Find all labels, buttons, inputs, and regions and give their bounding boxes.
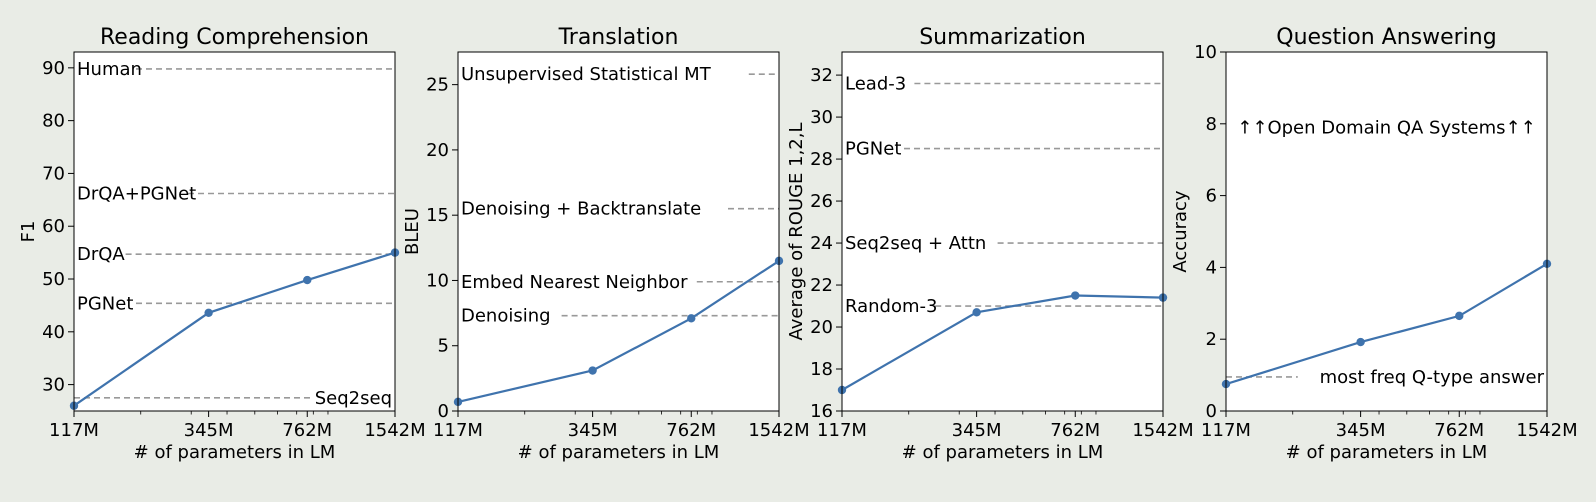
series-line [457, 259, 780, 403]
series-line [841, 294, 1164, 391]
y-tick-label: 6 [1206, 186, 1217, 207]
y-tick-label: 25 [426, 75, 449, 96]
plot-area [842, 52, 1163, 411]
y-tick-label: 10 [1194, 42, 1217, 63]
y-tick-label: 80 [42, 111, 65, 132]
x-tick-label: 117M [433, 420, 483, 441]
y-axis-label: Average of ROUGE 1,2,L [786, 123, 807, 341]
y-axis-label: Accuracy [1170, 190, 1191, 273]
x-tick-label: 117M [49, 420, 99, 441]
data-point [972, 308, 981, 317]
y-tick-label: 0 [1206, 401, 1217, 422]
x-tick-label: 1542M [1516, 420, 1577, 441]
x-tick-label: 117M [817, 420, 867, 441]
plot-frame [457, 51, 780, 412]
y-tick-label: 70 [42, 163, 65, 184]
baseline-label: DrQA+PGNet [77, 183, 196, 204]
chart-title: Reading Comprehension [100, 25, 369, 50]
series-line [1225, 262, 1548, 386]
data-point [588, 366, 597, 375]
chart-panel-4: most freq Q-type answer ↑↑Open Domain QA … [1170, 25, 1578, 463]
y-tick-label: 26 [810, 191, 833, 212]
chart-panel-3: Lead-3 PGNet Seq2seq + Attn Random-3 117M 345… [786, 25, 1194, 463]
plot-area [458, 52, 779, 411]
y-tick-label: 10 [426, 270, 449, 291]
y-tick-label: 0 [438, 401, 449, 422]
y-tick-label: 30 [810, 107, 833, 128]
baseline-label: PGNet [77, 293, 133, 314]
x-tick-label: 345M [184, 420, 234, 441]
x-tick-label: 345M [1336, 420, 1386, 441]
plot-frame [73, 51, 396, 412]
data-point [1455, 311, 1464, 321]
plot-area [1226, 52, 1547, 411]
x-tick-label: 762M [1050, 420, 1100, 441]
baseline-label: PGNet [845, 139, 901, 160]
y-tick-label: 2 [1206, 329, 1217, 350]
x-tick-label: 1542M [1132, 420, 1193, 441]
y-tick-label: 20 [426, 140, 449, 161]
data-point [687, 314, 696, 323]
baseline-label: Lead-3 [845, 73, 906, 94]
y-tick-label: 16 [810, 401, 833, 422]
x-tick-label: 762M [282, 420, 332, 441]
x-tick-label: 1542M [364, 420, 425, 441]
baseline-label: Unsupervised Statistical MT [461, 64, 712, 85]
chart-title: Summarization [919, 25, 1086, 50]
y-tick-label: 24 [810, 233, 833, 254]
baseline-label: Human [77, 59, 142, 80]
plot-frame [841, 51, 1164, 412]
data-point [1071, 291, 1080, 300]
chart-title: Question Answering [1276, 25, 1496, 50]
y-tick-label: 30 [42, 375, 65, 396]
y-tick-label: 28 [810, 149, 833, 170]
y-tick-label: 22 [810, 275, 833, 296]
y-tick-label: 32 [810, 65, 833, 86]
annotation: ↑↑Open Domain QA Systems↑↑ [1237, 117, 1535, 138]
y-tick-label: 50 [42, 269, 65, 290]
x-tick-label: 1542M [748, 420, 809, 441]
y-axis-label: F1 [18, 221, 39, 243]
plot-area [74, 52, 395, 411]
baseline-label: Seq2seq + Attn [845, 233, 986, 254]
x-axis-label: # of parameters in LM [518, 442, 720, 463]
x-tick-label: 762M [1434, 420, 1484, 441]
y-tick-label: 90 [42, 58, 65, 79]
x-tick-label: 345M [568, 420, 618, 441]
baseline-label: Random-3 [845, 296, 937, 317]
chart-panel-1: Human DrQA+PGNet DrQA PGNet Seq2seq 117M 345M 7… [18, 25, 426, 463]
baseline-label: most freq Q-type answer [1320, 367, 1545, 388]
y-tick-label: 5 [438, 336, 449, 357]
data-point [204, 308, 213, 318]
baseline-label: Denoising [461, 306, 551, 327]
y-tick-label: 40 [42, 322, 65, 343]
y-tick-label: 20 [810, 317, 833, 338]
x-axis-label: # of parameters in LM [902, 442, 1104, 463]
chart-title: Translation [558, 25, 679, 50]
data-point [303, 275, 312, 285]
chart-panel-2: Unsupervised Statistical MT Denoising + B… [402, 25, 810, 463]
baseline-label: Denoising + Backtranslate [461, 199, 701, 220]
x-axis-label: # of parameters in LM [134, 442, 336, 463]
series-line [73, 251, 396, 407]
x-tick-label: 345M [952, 420, 1002, 441]
y-tick-label: 15 [426, 205, 449, 226]
baseline-label: Embed Nearest Neighbor [461, 272, 688, 293]
data-point [1356, 337, 1365, 347]
plot-frame [1225, 51, 1548, 412]
baseline-label: DrQA [77, 244, 125, 265]
x-tick-label: 762M [666, 420, 716, 441]
y-tick-label: 60 [42, 216, 65, 237]
y-tick-label: 8 [1206, 114, 1217, 135]
y-tick-label: 18 [810, 359, 833, 380]
y-axis-label: BLEU [402, 208, 423, 255]
x-tick-label: 117M [1201, 420, 1251, 441]
y-tick-label: 4 [1206, 257, 1217, 278]
x-axis-label: # of parameters in LM [1286, 442, 1488, 463]
baseline-label: Seq2seq [315, 388, 392, 409]
